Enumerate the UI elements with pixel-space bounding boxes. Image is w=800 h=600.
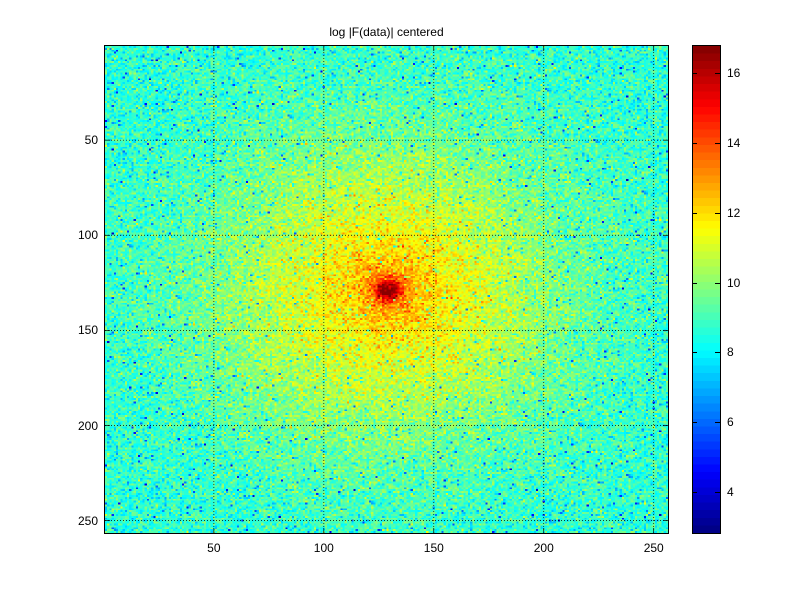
colorbar-tick-mark <box>715 422 720 424</box>
colorbar-gradient <box>693 46 720 533</box>
colorbar-tick-mark <box>692 212 697 214</box>
x-tick-label: 50 <box>207 541 221 555</box>
colorbar-tick-label: 16 <box>727 65 741 80</box>
colorbar-tick-mark <box>692 142 697 144</box>
colorbar-tick-mark <box>715 352 720 354</box>
colorbar-tick-label: 14 <box>727 135 741 150</box>
colorbar-tick-mark <box>715 212 720 214</box>
colorbar-tick-mark <box>715 72 720 74</box>
y-tick-label: 200 <box>77 418 98 433</box>
x-tick-label: 250 <box>643 541 664 555</box>
y-tick-label: 50 <box>84 133 98 148</box>
x-tick-label: 150 <box>423 541 444 555</box>
heatmap-image <box>105 46 668 533</box>
plot-area <box>104 45 669 534</box>
x-tick-label: 200 <box>533 541 554 555</box>
colorbar <box>692 45 721 534</box>
colorbar-tick-mark <box>692 282 697 284</box>
y-tick-label: 150 <box>77 323 98 338</box>
chart-title: log |F(data)| centered <box>329 25 444 39</box>
colorbar-tick-label: 8 <box>727 345 734 360</box>
colorbar-tick-label: 6 <box>727 415 734 430</box>
colorbar-tick-mark <box>692 72 697 74</box>
colorbar-tick-label: 4 <box>727 485 734 500</box>
colorbar-tick-mark <box>715 492 720 494</box>
y-tick-label: 100 <box>77 228 98 243</box>
colorbar-tick-mark <box>715 142 720 144</box>
colorbar-tick-mark <box>692 422 697 424</box>
colorbar-tick-label: 10 <box>727 275 741 290</box>
colorbar-tick-mark <box>692 492 697 494</box>
colorbar-tick-label: 12 <box>727 205 741 220</box>
colorbar-tick-mark <box>715 282 720 284</box>
grid-overlay <box>105 46 668 533</box>
x-tick-label: 100 <box>313 541 334 555</box>
y-tick-label: 250 <box>77 513 98 528</box>
colorbar-tick-mark <box>692 352 697 354</box>
